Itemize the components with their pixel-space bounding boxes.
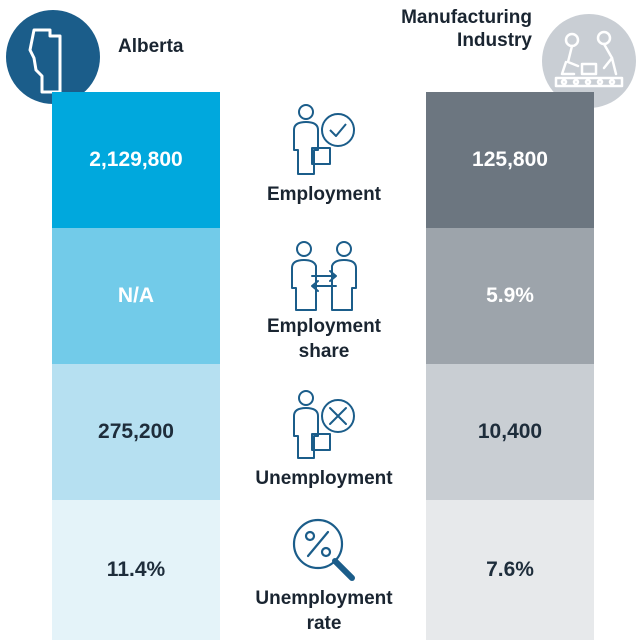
industry-title-line1: Manufacturing xyxy=(401,7,532,28)
percent-magnifier-icon xyxy=(292,518,355,581)
metric-unemployment-label: Unemployment xyxy=(255,468,393,489)
alberta-employment-cell: 2,129,800 xyxy=(52,92,220,228)
metric-employment: Employment xyxy=(228,100,420,207)
metric-unemployment-rate: Unemployment rate xyxy=(228,514,420,636)
alberta-map-icon xyxy=(6,10,100,104)
alberta-unemployment-rate-value: 11.4% xyxy=(106,558,166,581)
industry-employment-cell: 125,800 xyxy=(426,92,594,228)
alberta-unemployment-rate-cell: 11.4% xyxy=(52,500,220,640)
industry-unemployment-value: 10,400 xyxy=(477,420,543,443)
industry-column: 125,800 5.9% 10,400 7.6% xyxy=(426,92,594,640)
alberta-employment-share-value: N/A xyxy=(117,284,155,307)
alberta-column: 2,129,800 N/A 275,200 11.4% xyxy=(52,92,220,640)
industry-unemployment-rate-cell: 7.6% xyxy=(426,500,594,640)
alberta-title: Alberta xyxy=(118,36,184,57)
metric-employment-share-label-line1: Employment xyxy=(266,316,382,337)
industry-employment-value: 125,800 xyxy=(472,148,548,171)
industry-employment-share-value: 5.9% xyxy=(486,284,534,307)
industry-title: Manufacturing Industry xyxy=(401,6,532,52)
industry-unemployment-cell: 10,400 xyxy=(426,364,594,500)
alberta-employment-share-cell: N/A xyxy=(52,228,220,364)
person-x-icon xyxy=(293,390,355,459)
metric-unemployment: Unemployment xyxy=(228,386,420,491)
metric-employment-share-label-line2: share xyxy=(298,341,350,362)
metric-employment-share: Employment share xyxy=(228,238,420,364)
alberta-unemployment-value: 275,200 xyxy=(98,420,174,443)
person-check-icon xyxy=(293,104,355,175)
alberta-employment-value: 2,129,800 xyxy=(89,148,183,171)
metric-unemployment-rate-label-line1: Unemployment xyxy=(255,588,393,609)
people-exchange-icon xyxy=(291,241,357,311)
metric-employment-label: Employment xyxy=(266,184,382,205)
metric-unemployment-rate-label-line2: rate xyxy=(306,613,342,634)
industry-title-line2: Industry xyxy=(457,30,532,51)
industry-unemployment-rate-value: 7.6% xyxy=(486,558,534,581)
industry-employment-share-cell: 5.9% xyxy=(426,228,594,364)
alberta-unemployment-cell: 275,200 xyxy=(52,364,220,500)
